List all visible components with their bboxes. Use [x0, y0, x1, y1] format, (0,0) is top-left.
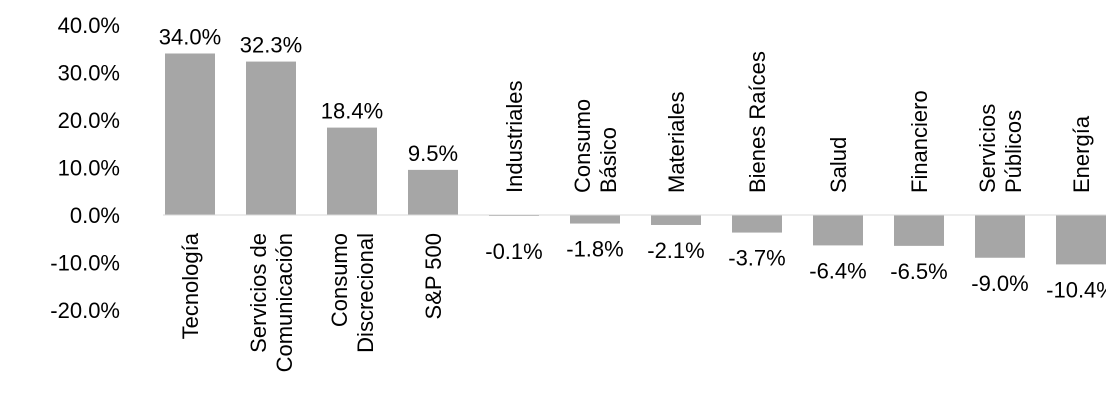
y-tick-label: -20.0%: [50, 298, 120, 323]
category-label-energia: Energía: [1069, 115, 1094, 193]
data-label-salud: -6.4%: [809, 258, 866, 283]
bar-bienes-raices: [732, 215, 782, 233]
bar-tecnologia: [165, 53, 215, 215]
bar-servicios-de-comunicacion: [246, 61, 296, 216]
category-label-salud: Salud: [826, 137, 851, 193]
data-label-materiales: -2.1%: [647, 238, 704, 263]
category-label-materiales: Materiales: [664, 92, 689, 193]
data-labels: 34.0% 32.3%18.4%9.5%-0.1% -1.8% -2.1% -3.7%-…: [159, 25, 1106, 303]
y-tick-label: 0.0%: [70, 203, 120, 228]
category-label-s-p-500: S&P 500: [421, 233, 446, 319]
y-tick-label: 40.0%: [58, 13, 120, 38]
bar-servicios-publicos: [975, 215, 1025, 258]
category-label-servicios-publicos: Servicios: [975, 104, 1000, 193]
data-label-bienes-raices: -3.7%: [728, 246, 785, 271]
data-label-tecnologia: 34.0%: [159, 25, 221, 50]
bar-consumo-discrecional: [327, 127, 377, 215]
y-tick-label: -10.0%: [50, 251, 120, 276]
data-label-consumo-discrecional: 18.4%: [321, 99, 383, 124]
data-label-servicios-de-comunicacion: 32.3%: [240, 33, 302, 58]
category-label-consumo-basico: Consumo: [570, 99, 595, 193]
data-label-financiero: -6.5%: [890, 259, 947, 284]
category-label-servicios-de-comunicacion: Servicios de: [246, 233, 271, 353]
bars: [165, 53, 1106, 265]
category-label-financiero: Financiero: [907, 90, 932, 193]
data-label-energia: -10.4%: [1046, 277, 1106, 302]
y-tick-label: 10.0%: [58, 156, 120, 181]
bar-consumo-basico: [570, 215, 620, 224]
data-label-s-p-500: 9.5%: [408, 141, 458, 166]
category-label-consumo-discrecional: Discrecional: [353, 233, 378, 353]
category-label-servicios-de-comunicacion: Comunicación: [272, 233, 297, 372]
category-label-consumo-discrecional: Consumo: [327, 233, 352, 327]
bar-financiero: [894, 215, 944, 246]
data-label-industriales: -0.1%: [485, 239, 542, 264]
data-label-servicios-publicos: -9.0%: [971, 271, 1028, 296]
category-label-tecnologia: Tecnología: [178, 232, 203, 339]
y-axis: 40.0% 30.0% 20.0% 10.0% 0.0% -10.0% -20.0%: [50, 13, 120, 323]
y-tick-label: 30.0%: [58, 61, 120, 86]
bar-s-p-500: [408, 169, 458, 215]
category-label-servicios-publicos: Públicos: [1001, 110, 1026, 193]
bar-salud: [813, 215, 863, 246]
bar-energia: [1056, 215, 1106, 265]
category-labels: Tecnología Servicios de Comunicación Consum…: [178, 51, 1094, 372]
category-label-industriales: Industriales: [502, 80, 527, 193]
category-label-consumo-basico: Básico: [596, 127, 621, 193]
category-label-bienes-raices: Bienes Raíces: [745, 51, 770, 193]
y-tick-label: 20.0%: [58, 108, 120, 133]
bar-materiales: [651, 215, 701, 225]
data-label-consumo-basico: -1.8%: [566, 237, 623, 262]
